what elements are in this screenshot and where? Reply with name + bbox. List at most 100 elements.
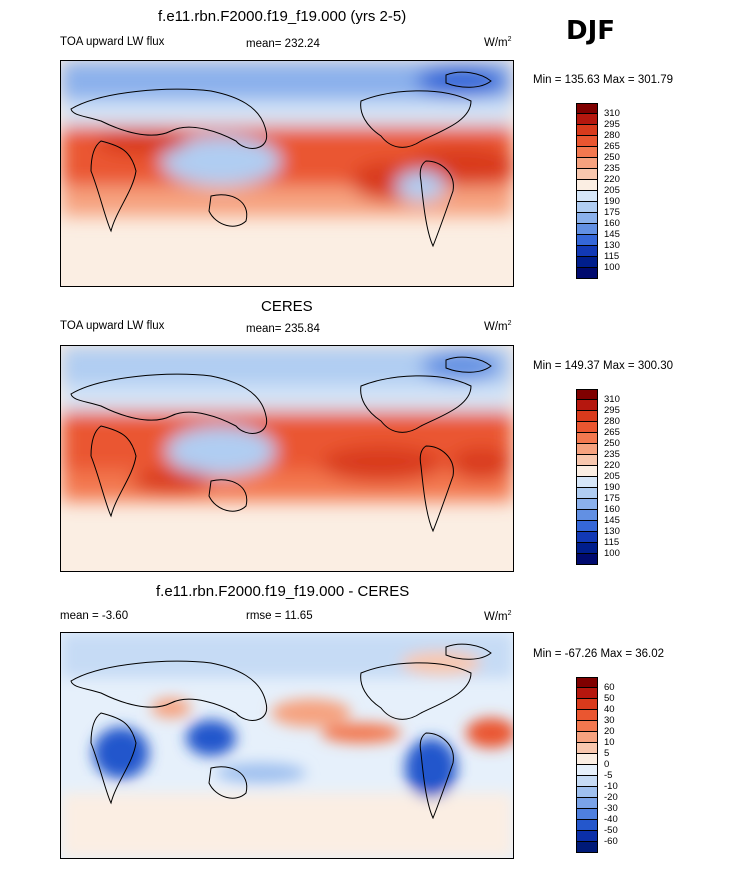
colorbar-segment bbox=[576, 831, 598, 842]
panel3-mean-label: mean = -3.60 bbox=[60, 610, 129, 622]
panel2-left-label: TOA upward LW flux bbox=[60, 320, 165, 332]
colorbar-segment bbox=[576, 543, 598, 554]
panel3-map-svg bbox=[61, 633, 513, 858]
colorbar-segment bbox=[576, 235, 598, 246]
colorbar-segment bbox=[576, 499, 598, 510]
colorbar-tick-label: 5 bbox=[604, 748, 610, 759]
colorbar-tick-label: 265 bbox=[604, 427, 620, 438]
colorbar-tick-label: 0 bbox=[604, 759, 610, 770]
colorbar-segment bbox=[576, 180, 598, 191]
colorbar-tick-label: 310 bbox=[604, 394, 620, 405]
colorbar-segment bbox=[576, 787, 598, 798]
colorbar-segment bbox=[576, 103, 598, 114]
colorbar-tick-label: 265 bbox=[604, 141, 620, 152]
season-label: DJF bbox=[566, 16, 616, 46]
colorbar-tick-label: -40 bbox=[604, 814, 618, 825]
panel1-colorbar bbox=[576, 103, 598, 279]
colorbar-tick-label: 145 bbox=[604, 515, 620, 526]
colorbar-tick-label: 220 bbox=[604, 174, 620, 185]
colorbar-segment bbox=[576, 477, 598, 488]
colorbar-tick-label: 175 bbox=[604, 207, 620, 218]
colorbar-segment bbox=[576, 699, 598, 710]
colorbar-segment bbox=[576, 510, 598, 521]
colorbar-segment bbox=[576, 213, 598, 224]
colorbar-tick-label: -5 bbox=[604, 770, 613, 781]
panel2-map-svg bbox=[61, 346, 513, 571]
colorbar-segment bbox=[576, 776, 598, 787]
panel2-units: W/m2 bbox=[484, 320, 512, 333]
colorbar-tick-label: -50 bbox=[604, 825, 618, 836]
colorbar-segment bbox=[576, 191, 598, 202]
colorbar-tick-label: 40 bbox=[604, 704, 615, 715]
colorbar-tick-label: 20 bbox=[604, 726, 615, 737]
colorbar-segment bbox=[576, 554, 598, 565]
colorbar-segment bbox=[576, 488, 598, 499]
colorbar-segment bbox=[576, 732, 598, 743]
colorbar-segment bbox=[576, 444, 598, 455]
colorbar-segment bbox=[576, 422, 598, 433]
colorbar-tick-label: 235 bbox=[604, 449, 620, 460]
colorbar-tick-label: 280 bbox=[604, 416, 620, 427]
colorbar-segment bbox=[576, 754, 598, 765]
colorbar-tick-label: 295 bbox=[604, 405, 620, 416]
colorbar-tick-label: 190 bbox=[604, 196, 620, 207]
colorbar-segment bbox=[576, 820, 598, 831]
colorbar-segment bbox=[576, 389, 598, 400]
panel1-units: W/m2 bbox=[484, 36, 512, 49]
colorbar-segment bbox=[576, 798, 598, 809]
colorbar-tick-label: 50 bbox=[604, 693, 615, 704]
colorbar-tick-label: 250 bbox=[604, 152, 620, 163]
colorbar-tick-label: 30 bbox=[604, 715, 615, 726]
colorbar-segment bbox=[576, 147, 598, 158]
colorbar-segment bbox=[576, 532, 598, 543]
colorbar-tick-label: 60 bbox=[604, 682, 615, 693]
colorbar-segment bbox=[576, 743, 598, 754]
colorbar-segment bbox=[576, 455, 598, 466]
colorbar-segment bbox=[576, 158, 598, 169]
colorbar-tick-label: 160 bbox=[604, 504, 620, 515]
colorbar-segment bbox=[576, 169, 598, 180]
panel3-map bbox=[60, 632, 514, 859]
colorbar-tick-label: 160 bbox=[604, 218, 620, 229]
colorbar-segment bbox=[576, 411, 598, 422]
colorbar-segment bbox=[576, 721, 598, 732]
colorbar-segment bbox=[576, 257, 598, 268]
panel2-colorbar bbox=[576, 389, 598, 565]
colorbar-segment bbox=[576, 114, 598, 125]
colorbar-tick-label: 310 bbox=[604, 108, 620, 119]
panel2-map bbox=[60, 345, 514, 572]
colorbar-segment bbox=[576, 842, 598, 853]
colorbar-tick-label: 115 bbox=[604, 537, 620, 548]
colorbar-tick-label: 235 bbox=[604, 163, 620, 174]
colorbar-segment bbox=[576, 765, 598, 776]
colorbar-tick-label: 130 bbox=[604, 526, 620, 537]
panel1-map bbox=[60, 60, 514, 287]
panel3-minmax: Min = -67.26 Max = 36.02 bbox=[533, 648, 665, 660]
colorbar-tick-label: 280 bbox=[604, 130, 620, 141]
colorbar-tick-label: 130 bbox=[604, 240, 620, 251]
colorbar-segment bbox=[576, 677, 598, 688]
colorbar-tick-label: 205 bbox=[604, 185, 620, 196]
panel2-mean-label: mean= 235.84 bbox=[246, 323, 320, 335]
colorbar-tick-label: 100 bbox=[604, 548, 620, 559]
colorbar-tick-label: 220 bbox=[604, 460, 620, 471]
colorbar-segment bbox=[576, 246, 598, 257]
colorbar-tick-label: 115 bbox=[604, 251, 620, 262]
colorbar-tick-label: -20 bbox=[604, 792, 618, 803]
panel2-minmax: Min = 149.37 Max = 300.30 bbox=[533, 360, 674, 372]
colorbar-segment bbox=[576, 136, 598, 147]
colorbar-tick-label: 295 bbox=[604, 119, 620, 130]
colorbar-segment bbox=[576, 466, 598, 477]
colorbar-segment bbox=[576, 688, 598, 699]
panel3-colorbar bbox=[576, 677, 598, 853]
panel3-rmse-label: rmse = 11.65 bbox=[246, 610, 313, 622]
colorbar-tick-label: 190 bbox=[604, 482, 620, 493]
panel1-map-svg bbox=[61, 61, 513, 286]
colorbar-tick-label: 100 bbox=[604, 262, 620, 273]
colorbar-segment bbox=[576, 809, 598, 820]
colorbar-segment bbox=[576, 202, 598, 213]
colorbar-segment bbox=[576, 433, 598, 444]
panel1-left-label: TOA upward LW flux bbox=[60, 36, 165, 48]
colorbar-segment bbox=[576, 400, 598, 411]
colorbar-tick-label: 10 bbox=[604, 737, 615, 748]
